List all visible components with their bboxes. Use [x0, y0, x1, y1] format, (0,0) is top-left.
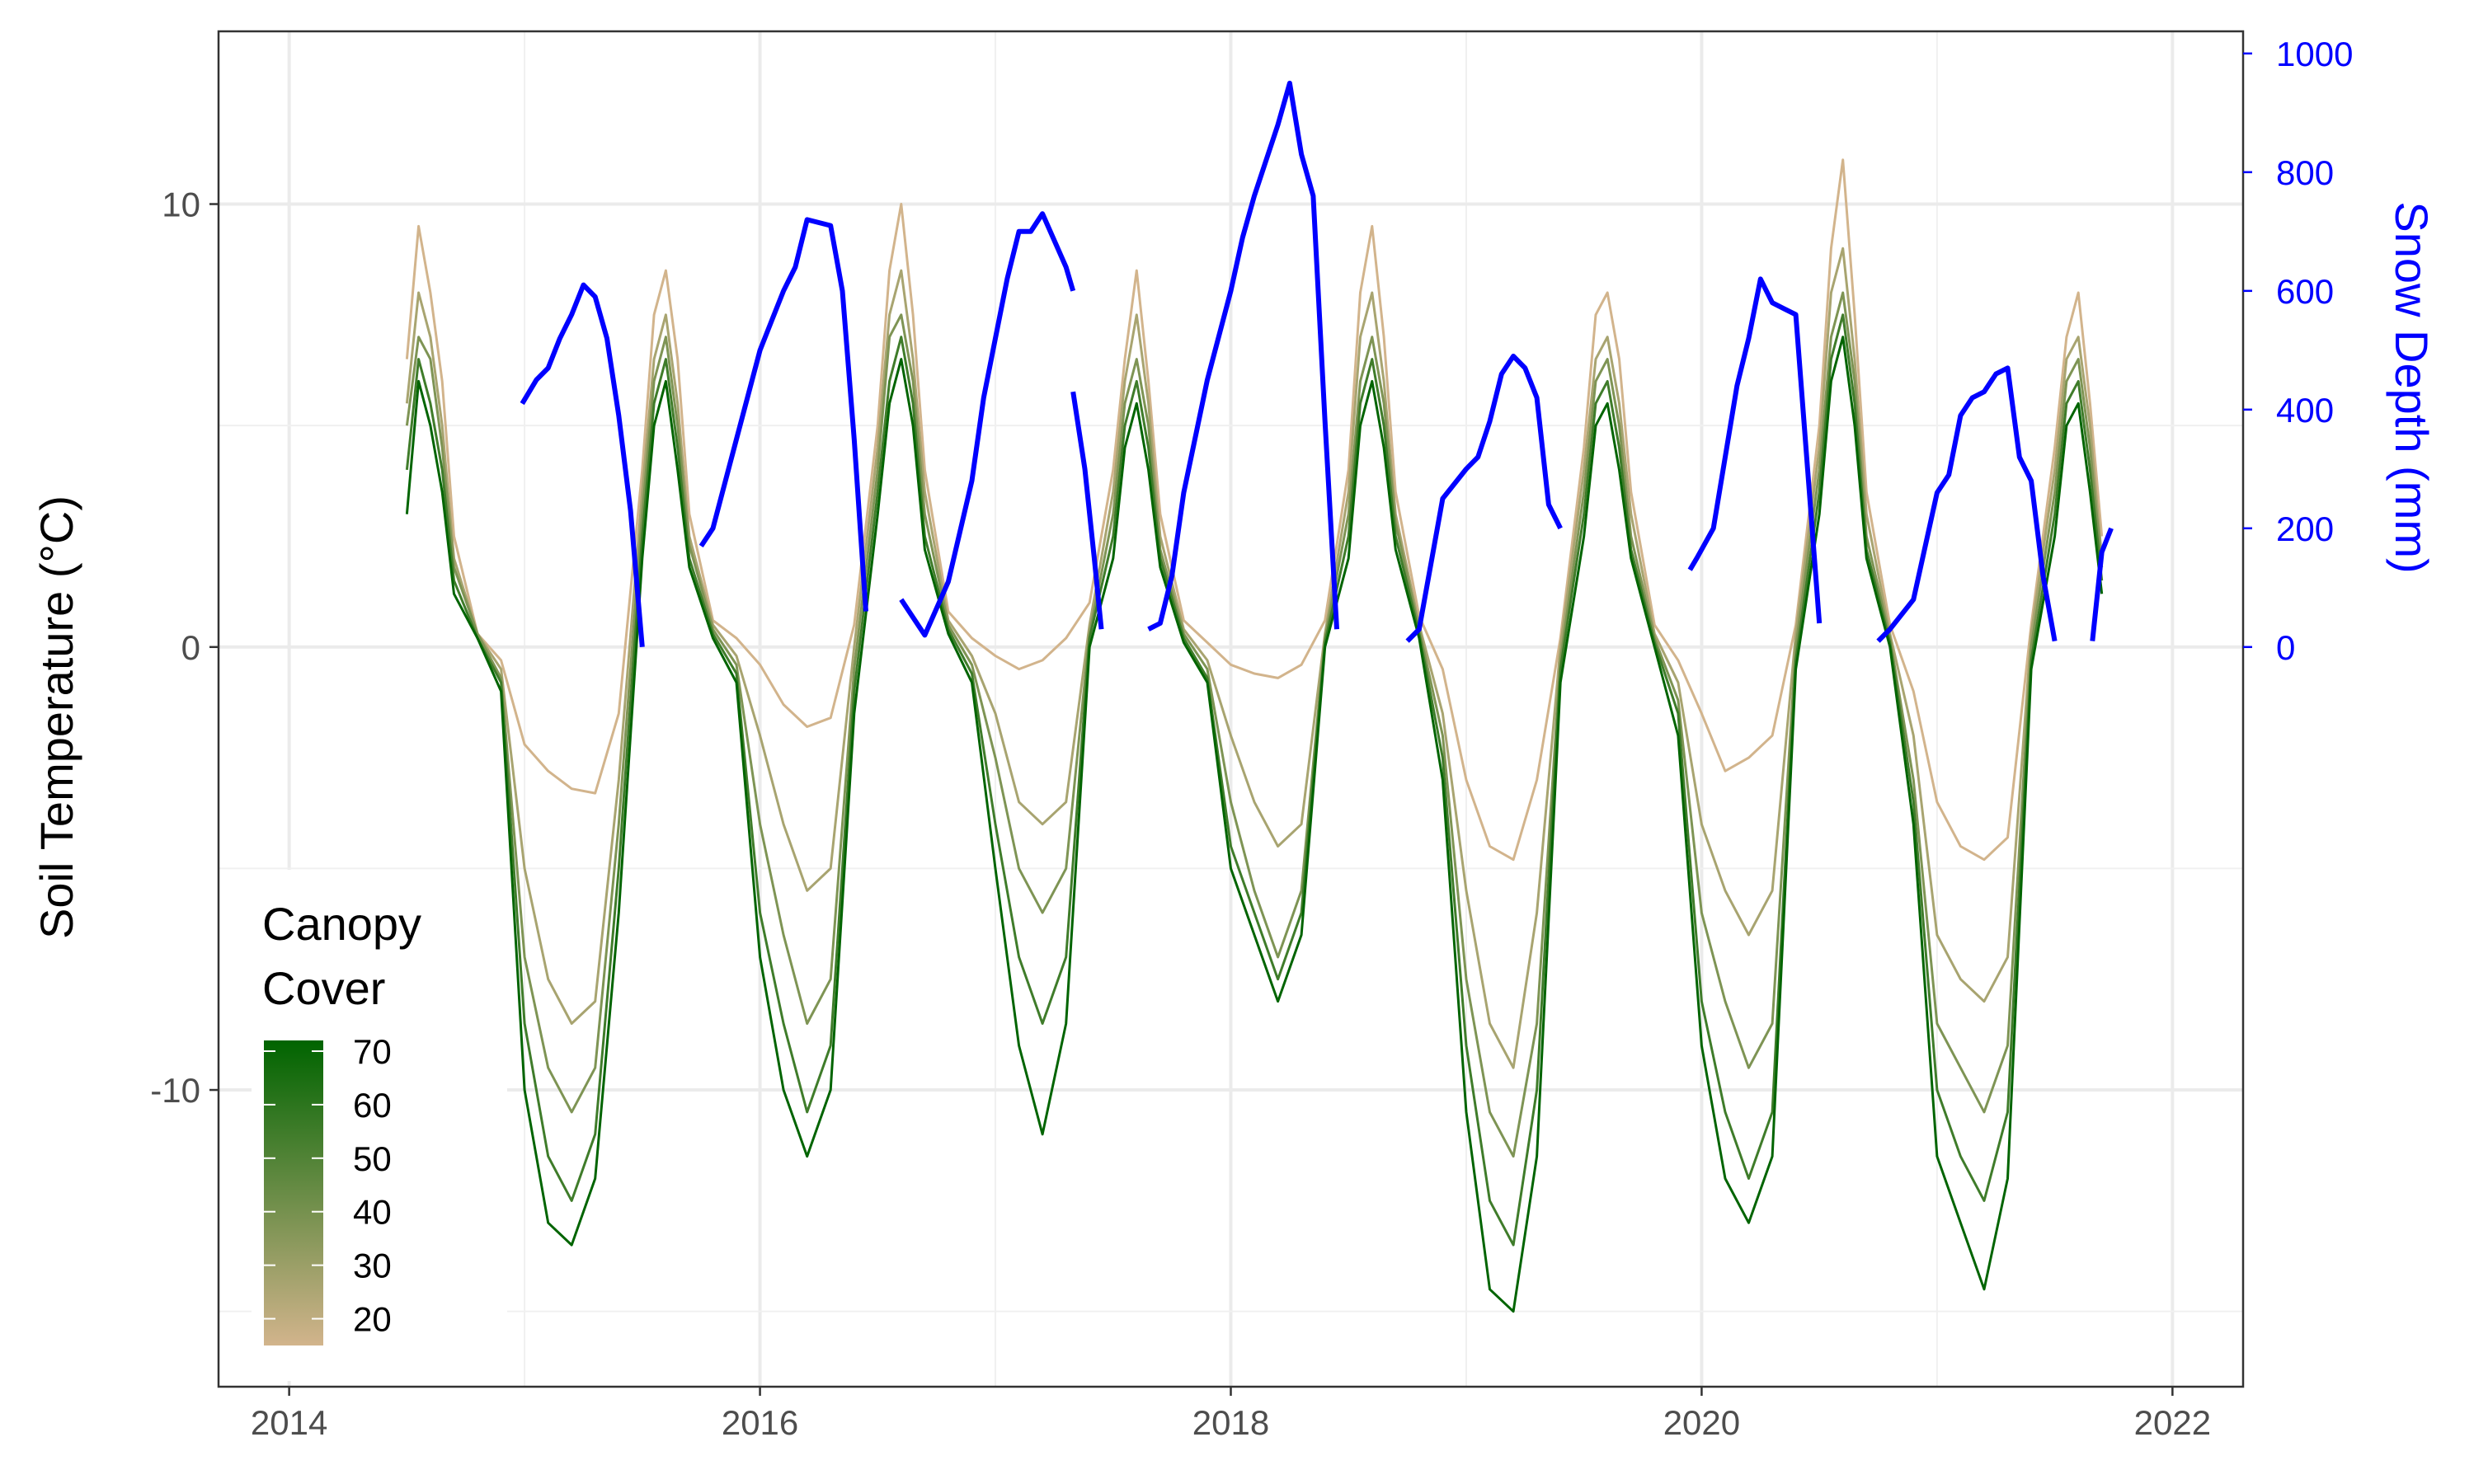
snow-depth-segment-7	[1687, 276, 1823, 624]
snow-depth-segment-5	[1147, 80, 1339, 632]
legend-color-bar	[264, 1040, 323, 1345]
axes: 2014 2016 2018 2020 2022-1001002004006008001…	[150, 35, 2353, 1442]
legend-value-label: 70	[353, 1032, 392, 1071]
legend-ticks: 70 60 50 40 30 20	[264, 1032, 392, 1339]
y2-tick-label: 600	[2276, 272, 2334, 311]
soil-temperature-lines	[405, 158, 2104, 1313]
temperature-series-canopy-40	[405, 291, 2104, 1158]
legend-title-line1: Canopy	[262, 898, 421, 950]
temperature-series-canopy-55	[405, 313, 2104, 1247]
legend-title-line2: Cover	[262, 962, 385, 1014]
temperature-series-canopy-70	[405, 336, 2104, 1313]
legend-value-label: 60	[353, 1086, 392, 1125]
y2-axis-title: Snow Depth (mm)	[2386, 201, 2438, 573]
temperature-series-canopy-20	[405, 158, 2104, 862]
x-tick-label: 2014	[251, 1403, 327, 1442]
snow-depth-line	[520, 80, 2114, 648]
y2-tick-label: 800	[2276, 153, 2334, 192]
canopy-cover-legend: Canopy Cover 70 60 50 40 30 20	[252, 870, 507, 1381]
legend-value-label: 50	[353, 1139, 392, 1178]
x-tick-label: 2016	[722, 1403, 798, 1442]
snow-depth-segment-8	[1876, 365, 2058, 643]
y-tick-label: 10	[162, 186, 200, 224]
snow-depth-segment-3	[899, 211, 1076, 638]
snow-depth-segment-6	[1405, 354, 1563, 643]
legend-value-label: 30	[353, 1247, 392, 1285]
snow-depth-segment-1	[520, 282, 645, 648]
legend-value-label: 40	[353, 1193, 392, 1232]
temperature-series-canopy-30	[405, 247, 2104, 1069]
y-axis-title: Soil Temperature (°C)	[31, 495, 82, 939]
y-tick-label: -10	[150, 1071, 200, 1110]
legend-value-label: 20	[353, 1300, 392, 1339]
snow-depth-segment-9	[2090, 527, 2114, 641]
x-tick-label: 2020	[1663, 1403, 1740, 1442]
x-tick-label: 2018	[1192, 1403, 1269, 1442]
y-tick-label: 0	[181, 628, 200, 667]
y2-tick-label: 0	[2276, 628, 2295, 667]
y2-tick-label: 1000	[2276, 35, 2353, 73]
y2-tick-label: 200	[2276, 510, 2334, 548]
snow-depth-segment-2	[698, 217, 868, 612]
snow-depth-segment-4	[1070, 391, 1104, 630]
x-tick-label: 2022	[2134, 1403, 2211, 1442]
y2-tick-label: 400	[2276, 391, 2334, 430]
